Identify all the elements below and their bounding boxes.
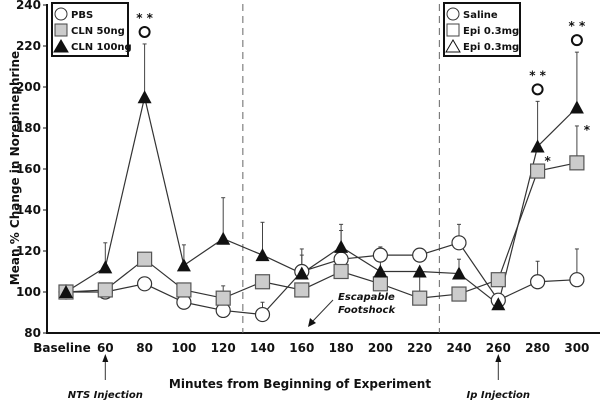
marker-cln100 — [216, 231, 231, 245]
marker-cln100 — [98, 260, 113, 274]
y-tick-label: 100 — [16, 285, 41, 299]
legend-right-label: Epi 0.3mg — [463, 26, 519, 37]
marker-pbs — [451, 235, 467, 251]
marker-cln50 — [372, 276, 388, 292]
x-tick-label: 60 — [97, 341, 114, 355]
x-tick-label: 120 — [211, 341, 236, 355]
marker-cln50 — [412, 290, 428, 306]
marker-cln100 — [255, 248, 270, 262]
legend-left-label: CLN 100ng — [71, 42, 132, 53]
footshock-arrow — [311, 299, 334, 323]
y-tick-label: 80 — [24, 326, 41, 340]
footshock-arrowhead — [308, 318, 316, 327]
legend-left-label: PBS — [71, 10, 93, 21]
x-tick-label: 200 — [368, 341, 393, 355]
marker-pbs — [137, 276, 153, 292]
marker-cln50 — [333, 263, 349, 280]
marker-cln100 — [412, 264, 427, 278]
marker-cln100 — [59, 285, 73, 298]
x-tick-label: Baseline — [33, 341, 90, 355]
y-tick-label: 120 — [16, 244, 41, 258]
nts-injection-label: NTS Injection — [68, 390, 143, 401]
legend-right-triangle-icon — [445, 39, 461, 53]
star-badge-icon — [138, 25, 151, 38]
x-tick-label: 180 — [329, 341, 354, 355]
legend-left-label: CLN 50ng — [71, 26, 125, 37]
marker-cln50 — [137, 251, 153, 267]
significance-mark: * — [584, 123, 591, 137]
star-badge-icon — [570, 34, 583, 47]
marker-pbs — [412, 247, 428, 263]
marker-cln100 — [569, 100, 584, 114]
x-tick-label: 220 — [407, 341, 432, 355]
marker-cln100 — [334, 239, 349, 253]
significance-mark: * * — [136, 11, 153, 25]
y-tick-label: 180 — [16, 121, 41, 135]
x-tick-label: 260 — [486, 341, 511, 355]
significance-mark: * * — [529, 68, 546, 82]
legend-right-square-icon — [446, 23, 460, 37]
x-tick-label: 140 — [250, 341, 275, 355]
marker-cln50 — [569, 155, 585, 171]
x-tick-label: 80 — [136, 341, 153, 355]
marker-cln50 — [97, 282, 113, 298]
x-tick-label: 160 — [289, 341, 314, 355]
marker-cln100 — [176, 258, 191, 272]
legend-left-circle-icon — [54, 7, 68, 21]
legend-right-label: Saline — [463, 10, 498, 21]
y-tick-label: 240 — [16, 0, 41, 12]
legend-right-circle-icon — [446, 7, 460, 21]
x-tick-label: 100 — [171, 341, 196, 355]
y-tick-label: 140 — [16, 203, 41, 217]
x-axis-title: Minutes from Beginning of Experiment — [169, 377, 431, 391]
marker-cln100 — [137, 90, 152, 104]
marker-cln50 — [294, 282, 310, 298]
footshock-label-2: Footshock — [338, 305, 396, 316]
ip-injection-label: Ip Injection — [467, 390, 531, 401]
marker-pbs — [529, 274, 546, 290]
marker-cln50 — [176, 282, 192, 298]
y-tick-label: 200 — [16, 80, 41, 94]
ip-arrowhead — [495, 354, 502, 362]
marker-cln100 — [294, 266, 309, 280]
marker-cln50 — [529, 163, 546, 179]
y-tick-label: 160 — [16, 162, 41, 176]
marker-cln100 — [452, 266, 466, 280]
y-tick-label: 220 — [16, 39, 41, 53]
legend-left-triangle-icon — [53, 39, 69, 53]
significance-mark: * — [544, 154, 551, 168]
marker-cln100 — [373, 264, 388, 278]
marker-cln100 — [530, 139, 545, 153]
legend-right-label: Epi 0.3mg — [463, 42, 519, 53]
marker-pbs — [372, 247, 388, 263]
footshock-label-1: Escapable — [338, 292, 395, 303]
nts-arrowhead — [102, 354, 109, 362]
marker-cln100 — [491, 297, 506, 311]
marker-cln50 — [451, 286, 467, 302]
marker-pbs — [254, 306, 271, 323]
marker-cln50 — [254, 274, 271, 290]
marker-pbs — [569, 272, 585, 288]
marker-cln50 — [490, 272, 506, 288]
legend-left-square-icon — [54, 23, 68, 37]
marker-cln50 — [215, 290, 231, 306]
x-tick-label: 300 — [564, 341, 589, 355]
significance-mark: * * — [569, 19, 586, 33]
x-tick-label: 240 — [446, 341, 471, 355]
star-badge-icon — [531, 83, 544, 96]
x-tick-label: 280 — [525, 341, 550, 355]
y-axis-title: Mean % Change in Norepinephrine — [8, 51, 22, 285]
